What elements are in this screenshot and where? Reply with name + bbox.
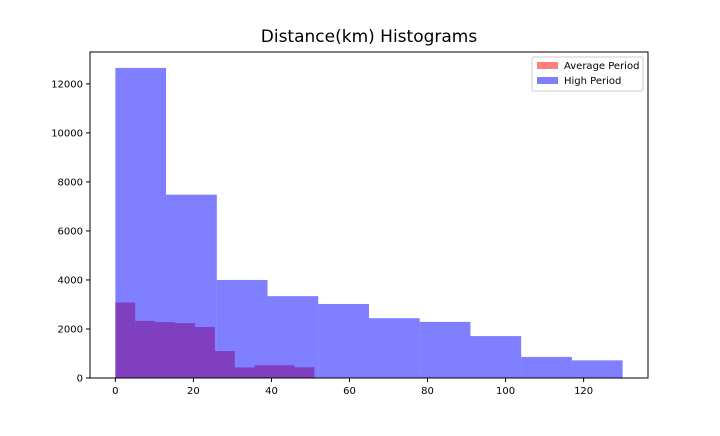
bar-series-1-bin-3 [267,296,319,378]
bar-series-1-bin-2 [216,279,268,378]
bar-series-1-bin-4 [318,303,369,378]
legend-swatch-0 [537,62,558,69]
chart-title: Distance(km) Histograms [261,27,478,47]
legend-label-1: High Period [564,76,621,87]
bar-series-1-bin-9 [571,360,623,378]
x-tick-label: 100 [496,386,515,397]
y-tick-label: 4000 [58,275,83,286]
x-tick-label: 0 [112,386,118,397]
x-tick-label: 60 [343,386,356,397]
bars-layer [115,67,623,379]
y-tick-label: 6000 [58,226,83,237]
bar-series-1-bin-6 [419,321,471,378]
legend-box [531,56,644,92]
bar-series-1-bin-0 [115,67,167,379]
y-tick-label: 12000 [51,79,83,90]
plot-frame [89,51,649,379]
bar-series-1-bin-8 [521,356,572,378]
axes-layer: 0 20 40 60 80 100 120 0 2000 4000 6000 8000 10000 120… [51,79,593,397]
y-tick-label: 0 [77,374,83,385]
x-tick-label: 20 [187,386,200,397]
legend-swatch-1 [537,77,558,84]
y-tick-label: 8000 [58,177,83,188]
bar-series-1-bin-5 [369,318,420,378]
bar-series-1-bin-7 [470,336,522,378]
y-tick-label: 10000 [51,128,83,139]
x-tick-label: 120 [574,386,593,397]
y-tick-label: 2000 [58,324,83,335]
x-tick-label: 80 [421,386,434,397]
legend-label-0: Average Period [564,61,639,72]
x-tick-label: 40 [265,386,278,397]
legend: Average Period High Period [531,56,644,92]
bar-series-1-bin-1 [166,194,217,378]
